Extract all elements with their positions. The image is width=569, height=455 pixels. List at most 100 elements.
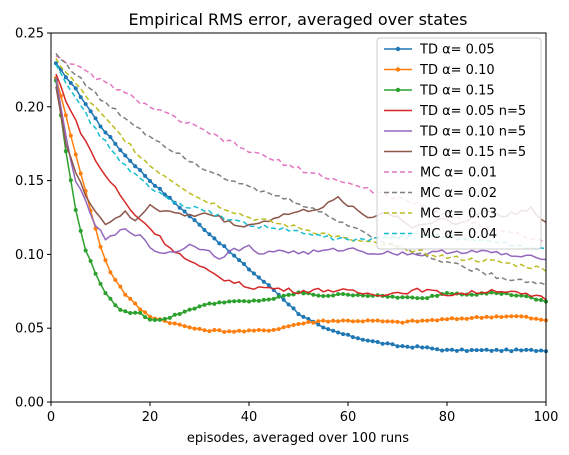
data-point bbox=[192, 306, 197, 311]
data-point bbox=[261, 279, 266, 284]
data-point bbox=[445, 317, 449, 322]
data-point bbox=[291, 306, 296, 311]
data-point bbox=[261, 297, 266, 302]
data-point bbox=[395, 344, 400, 349]
data-point bbox=[197, 222, 202, 227]
x-tick-label: 0 bbox=[47, 410, 55, 425]
data-point bbox=[167, 315, 172, 320]
data-point bbox=[197, 326, 202, 331]
data-point bbox=[118, 284, 123, 289]
data-point bbox=[247, 267, 251, 272]
data-point bbox=[276, 294, 281, 299]
data-point bbox=[459, 347, 464, 352]
data-point bbox=[261, 328, 266, 333]
data-point bbox=[435, 318, 440, 323]
data-point bbox=[266, 297, 271, 302]
data-point bbox=[519, 348, 524, 353]
data-point bbox=[123, 153, 128, 158]
data-point bbox=[375, 340, 380, 345]
y-tick-label: 0.25 bbox=[15, 27, 44, 42]
data-point bbox=[73, 86, 78, 91]
data-point bbox=[301, 291, 306, 296]
data-point bbox=[103, 130, 108, 135]
data-point bbox=[435, 347, 440, 352]
data-point bbox=[227, 299, 232, 304]
data-point bbox=[380, 319, 385, 324]
data-point bbox=[430, 293, 435, 298]
data-point bbox=[172, 312, 177, 317]
data-point bbox=[73, 152, 78, 157]
x-tick-label: 60 bbox=[340, 410, 357, 425]
data-point bbox=[499, 314, 504, 319]
data-point bbox=[98, 244, 103, 249]
data-point bbox=[370, 339, 375, 344]
data-point bbox=[301, 314, 306, 319]
data-point bbox=[410, 295, 415, 300]
legend-label: MC α= 0.04 bbox=[420, 227, 497, 242]
data-point bbox=[197, 304, 202, 309]
data-point bbox=[281, 293, 286, 298]
plot-frame bbox=[50, 32, 547, 403]
data-point bbox=[390, 342, 395, 347]
data-point bbox=[449, 316, 454, 321]
data-point bbox=[108, 135, 113, 140]
legend-label: MC α= 0.02 bbox=[420, 186, 497, 201]
data-point bbox=[509, 349, 514, 354]
data-point bbox=[138, 307, 143, 312]
data-point bbox=[469, 316, 474, 320]
legend: TD α= 0.05 TD α= 0.10 TD α= 0.15 TD α= 0.05… bbox=[376, 37, 542, 250]
data-point bbox=[251, 271, 256, 276]
data-point bbox=[390, 294, 395, 299]
data-point bbox=[68, 81, 73, 85]
series-line bbox=[55, 57, 547, 272]
legend-label: MC α= 0.03 bbox=[420, 207, 497, 222]
chart-title: Empirical RMS error, averaged over state… bbox=[129, 10, 468, 29]
data-point bbox=[509, 314, 514, 319]
data-point bbox=[311, 320, 316, 325]
data-point bbox=[539, 348, 544, 353]
data-point bbox=[405, 295, 410, 300]
data-point bbox=[321, 294, 326, 299]
data-point bbox=[177, 205, 182, 210]
data-point bbox=[400, 320, 405, 325]
data-point bbox=[237, 299, 242, 304]
data-point bbox=[83, 248, 88, 253]
data-point bbox=[524, 347, 529, 352]
data-point bbox=[316, 293, 321, 298]
data-point bbox=[133, 301, 138, 306]
data-point bbox=[445, 347, 449, 352]
data-point bbox=[539, 317, 544, 322]
data-point bbox=[331, 328, 336, 333]
legend-label: TD α= 0.15 bbox=[419, 84, 495, 99]
data-point bbox=[237, 258, 242, 263]
data-point bbox=[341, 318, 346, 323]
data-point bbox=[301, 321, 306, 326]
x-tick-label: 20 bbox=[142, 410, 159, 425]
data-point bbox=[63, 113, 68, 118]
data-point bbox=[177, 322, 182, 327]
data-point bbox=[256, 275, 261, 280]
data-point bbox=[98, 124, 103, 129]
data-point bbox=[504, 314, 509, 319]
data-point bbox=[202, 302, 207, 307]
data-point bbox=[152, 318, 157, 323]
data-point bbox=[346, 332, 350, 337]
data-point bbox=[162, 316, 167, 321]
y-axis: 0.00 0.05 0.10 0.15 0.20 0.25 bbox=[15, 27, 51, 411]
data-point bbox=[113, 278, 118, 283]
data-point bbox=[430, 318, 435, 322]
legend-label: MC α= 0.01 bbox=[420, 166, 497, 181]
data-point bbox=[143, 173, 148, 178]
legend-marker bbox=[395, 87, 401, 93]
data-point bbox=[128, 296, 133, 301]
data-point bbox=[415, 319, 420, 324]
data-point bbox=[425, 345, 430, 350]
data-point bbox=[514, 314, 519, 319]
data-point bbox=[385, 341, 390, 346]
data-point bbox=[534, 349, 539, 354]
data-point bbox=[232, 299, 237, 304]
data-point bbox=[365, 293, 370, 298]
data-point bbox=[534, 297, 539, 302]
data-point bbox=[187, 325, 192, 330]
